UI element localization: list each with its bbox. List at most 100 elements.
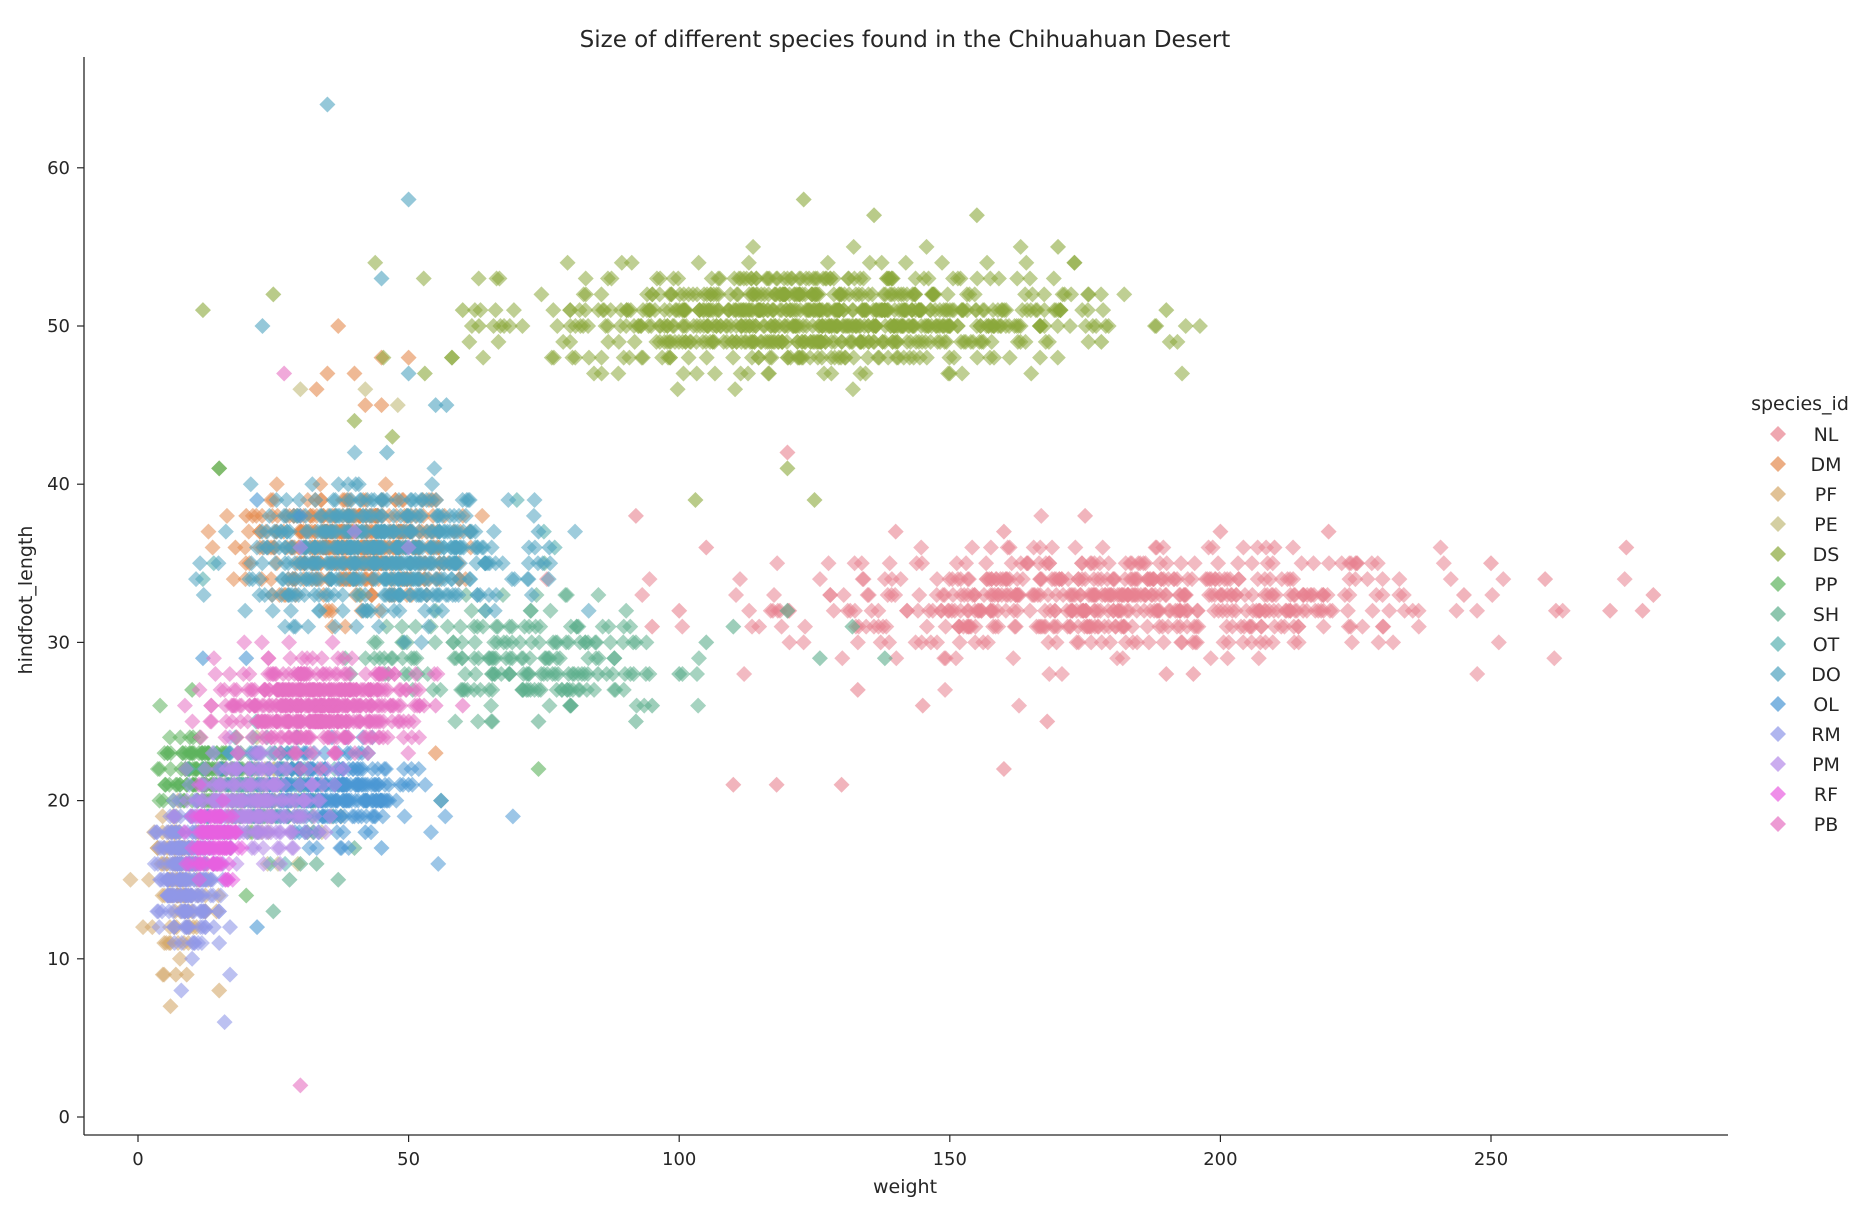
- data-point: [469, 713, 486, 730]
- data-point: [1039, 713, 1056, 730]
- data-point: [1079, 302, 1096, 319]
- data-point: [558, 634, 575, 651]
- data-point: [965, 333, 982, 350]
- data-point: [1230, 571, 1247, 588]
- data-point: [423, 824, 440, 841]
- data-point: [740, 254, 757, 271]
- data-point: [823, 365, 840, 382]
- data-point: [417, 602, 434, 619]
- data-point: [219, 824, 236, 841]
- data-point: [604, 666, 621, 683]
- data-point: [1173, 634, 1190, 651]
- data-point: [384, 428, 401, 445]
- data-point: [1033, 571, 1050, 588]
- data-point: [866, 207, 883, 224]
- data-point: [364, 760, 381, 777]
- data-point: [189, 792, 206, 809]
- data-point: [1014, 302, 1031, 319]
- data-point: [938, 333, 955, 350]
- data-point: [308, 381, 325, 398]
- data-point: [255, 776, 272, 793]
- data-point: [615, 634, 632, 651]
- data-point: [967, 634, 984, 651]
- data-point: [276, 507, 293, 524]
- data-point: [767, 286, 784, 303]
- data-point: [337, 571, 354, 588]
- data-point: [669, 381, 686, 398]
- data-point: [1404, 602, 1421, 619]
- data-point: [725, 349, 742, 366]
- data-point: [797, 618, 814, 635]
- data-point: [256, 586, 273, 603]
- data-point: [314, 776, 331, 793]
- data-point: [547, 634, 564, 651]
- data-point: [434, 602, 451, 619]
- data-point: [204, 539, 221, 556]
- legend-label: DS: [1813, 544, 1840, 566]
- data-point: [625, 666, 642, 683]
- data-point: [253, 634, 270, 651]
- data-point: [314, 539, 331, 556]
- data-point: [515, 650, 532, 667]
- data-point: [593, 349, 610, 366]
- data-point: [846, 270, 863, 287]
- data-point: [884, 270, 901, 287]
- data-point: [1189, 602, 1206, 619]
- data-point: [366, 634, 383, 651]
- data-point: [230, 792, 247, 809]
- data-point: [1161, 333, 1178, 350]
- data-point: [508, 492, 525, 509]
- data-point: [680, 286, 697, 303]
- data-point: [241, 666, 258, 683]
- data-point: [766, 586, 783, 603]
- data-point: [1395, 586, 1412, 603]
- data-point: [357, 586, 374, 603]
- data-point: [1484, 586, 1501, 603]
- data-point: [1224, 602, 1241, 619]
- data-point: [764, 602, 781, 619]
- data-point: [354, 602, 371, 619]
- x-tick-label: 150: [933, 1149, 967, 1170]
- data-point: [181, 729, 198, 746]
- data-point: [238, 507, 255, 524]
- data-point: [140, 871, 157, 888]
- y-tick-label: 20: [47, 791, 70, 812]
- data-point: [652, 318, 669, 334]
- data-point: [1053, 666, 1070, 683]
- data-point: [800, 302, 817, 319]
- data-point: [255, 539, 272, 556]
- data-point: [407, 666, 424, 683]
- data-point: [866, 333, 883, 350]
- data-point: [822, 586, 839, 603]
- y-tick-label: 30: [47, 632, 70, 653]
- data-point: [924, 602, 941, 619]
- data-point: [335, 760, 352, 777]
- data-point: [218, 840, 235, 857]
- data-point: [828, 318, 845, 334]
- data-point: [400, 745, 417, 762]
- data-point: [708, 286, 725, 303]
- data-point: [944, 571, 961, 588]
- data-point: [621, 349, 638, 366]
- legend-item-ds: DS: [1770, 544, 1839, 566]
- data-point: [265, 903, 282, 920]
- data-point: [1203, 586, 1220, 603]
- data-point: [541, 650, 558, 667]
- data-point: [367, 254, 384, 271]
- data-point: [715, 333, 732, 350]
- legend-label: RM: [1811, 724, 1841, 746]
- data-point: [1155, 634, 1172, 651]
- data-point: [594, 302, 611, 319]
- data-point: [492, 318, 509, 334]
- x-tick-label: 50: [397, 1149, 420, 1170]
- data-point: [190, 934, 207, 951]
- chart-title: Size of different species found in the C…: [580, 27, 1231, 53]
- data-point: [1210, 555, 1227, 572]
- data-point: [698, 349, 715, 366]
- data-point: [484, 713, 501, 730]
- data-point: [338, 666, 355, 683]
- legend-marker: [1770, 486, 1786, 502]
- data-point: [180, 919, 197, 936]
